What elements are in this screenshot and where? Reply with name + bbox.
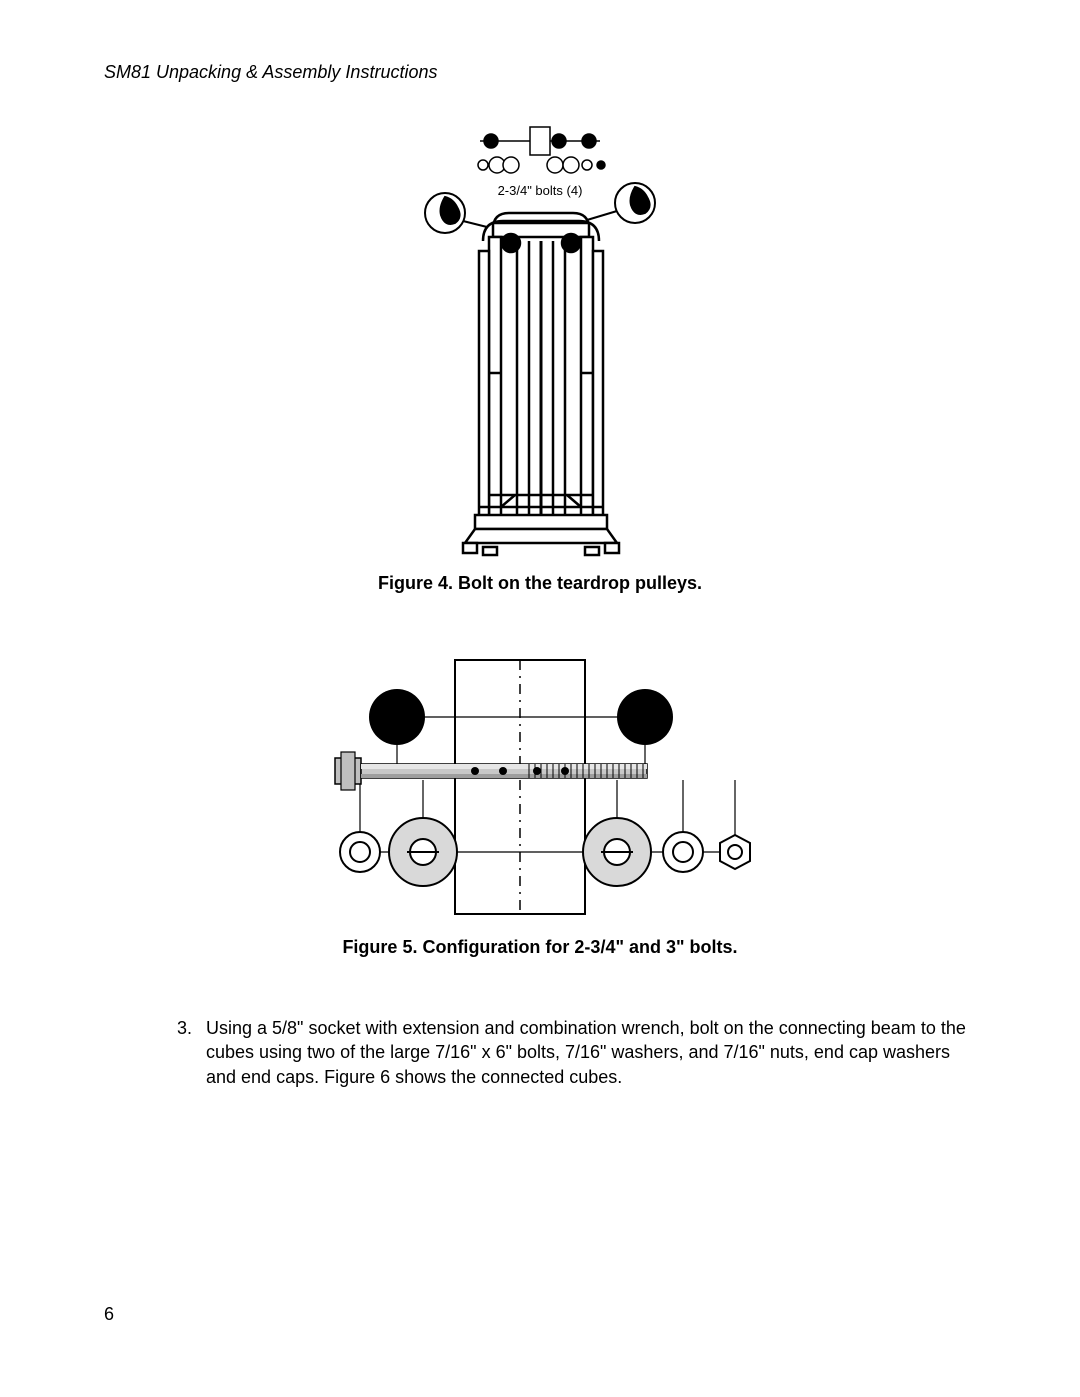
figure-4: 2-3/4" bolts (4) — [104, 123, 976, 594]
page-header: SM81 Unpacking & Assembly Instructions — [104, 62, 976, 83]
bolt-label: 2-3/4" bolts (4) — [498, 183, 583, 198]
figure-5: Figure 5. Configuration for 2-3/4" and 3… — [104, 652, 976, 958]
step-number: 3. — [104, 1016, 206, 1089]
page-number: 6 — [104, 1304, 114, 1325]
step-3: 3. Using a 5/8" socket with extension an… — [104, 1016, 976, 1089]
step-text: Using a 5/8" socket with extension and c… — [206, 1016, 976, 1089]
figure-5-caption: Figure 5. Configuration for 2-3/4" and 3… — [104, 937, 976, 958]
figure-4-diagram: 2-3/4" bolts (4) — [405, 123, 675, 563]
figure-4-caption: Figure 4. Bolt on the teardrop pulleys. — [104, 573, 976, 594]
figure-5-diagram — [305, 652, 775, 922]
